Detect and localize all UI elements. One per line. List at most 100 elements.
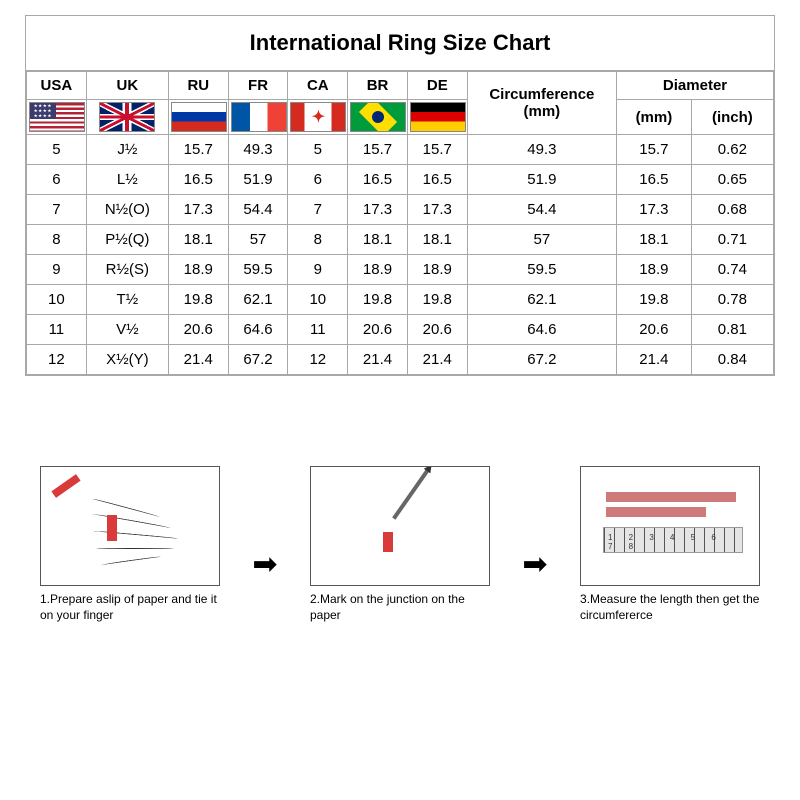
cell-br: 18.1 [348, 225, 408, 255]
cell-br: 16.5 [348, 165, 408, 195]
col-diam-in: (inch) [691, 100, 773, 135]
col-uk: UK [86, 72, 168, 100]
cell-circ: 64.6 [467, 315, 616, 345]
flag-ru [168, 100, 228, 135]
col-ca: CA [288, 72, 348, 100]
instruction-steps: 1.Prepare aslip of paper and tie it on y… [25, 466, 775, 623]
ca-flag-icon [290, 102, 346, 132]
cell-uk: X½(Y) [86, 345, 168, 375]
strip-bar-icon [606, 507, 706, 517]
de-flag-icon [410, 102, 466, 132]
table-row: 11V½20.664.61120.620.664.620.60.81 [27, 315, 774, 345]
strip-bar-icon [606, 492, 736, 502]
flag-br [348, 100, 408, 135]
header-row-1: USA UK RU FR CA BR DE Circumference (mm)… [27, 72, 774, 100]
cell-ru: 18.9 [168, 255, 228, 285]
step-3-illustration [580, 466, 760, 586]
cell-ru: 17.3 [168, 195, 228, 225]
cell-dmm: 17.3 [617, 195, 692, 225]
cell-usa: 10 [27, 285, 87, 315]
cell-ca: 7 [288, 195, 348, 225]
cell-din: 0.65 [691, 165, 773, 195]
size-table: USA UK RU FR CA BR DE Circumference (mm)… [26, 71, 774, 375]
col-usa: USA [27, 72, 87, 100]
cell-ru: 15.7 [168, 135, 228, 165]
flag-fr [228, 100, 288, 135]
cell-ca: 11 [288, 315, 348, 345]
cell-de: 16.5 [407, 165, 467, 195]
col-circumference: Circumference (mm) [467, 72, 616, 135]
cell-uk: P½(Q) [86, 225, 168, 255]
cell-din: 0.78 [691, 285, 773, 315]
step-2-caption: 2.Mark on the junction on the paper [310, 592, 490, 623]
col-br: BR [348, 72, 408, 100]
header-row-2: (mm) (inch) [27, 100, 774, 135]
step-2-illustration [310, 466, 490, 586]
step-3: 3.Measure the length then get the circum… [580, 466, 760, 623]
table-row: 5J½15.749.3515.715.749.315.70.62 [27, 135, 774, 165]
cell-br: 17.3 [348, 195, 408, 225]
flag-uk [86, 100, 168, 135]
cell-circ: 67.2 [467, 345, 616, 375]
col-diameter: Diameter [617, 72, 774, 100]
pencil-icon [392, 468, 430, 519]
col-de: DE [407, 72, 467, 100]
cell-ru: 21.4 [168, 345, 228, 375]
cell-ru: 20.6 [168, 315, 228, 345]
table-row: 6L½16.551.9616.516.551.916.50.65 [27, 165, 774, 195]
size-chart: International Ring Size Chart USA UK RU … [25, 15, 775, 376]
cell-usa: 8 [27, 225, 87, 255]
table-row: 9R½(S)18.959.5918.918.959.518.90.74 [27, 255, 774, 285]
cell-de: 21.4 [407, 345, 467, 375]
cell-fr: 57 [228, 225, 288, 255]
cell-de: 18.9 [407, 255, 467, 285]
cell-din: 0.68 [691, 195, 773, 225]
cell-uk: N½(O) [86, 195, 168, 225]
step-1-illustration [40, 466, 220, 586]
br-flag-icon [350, 102, 406, 132]
cell-uk: J½ [86, 135, 168, 165]
cell-circ: 49.3 [467, 135, 616, 165]
cell-usa: 7 [27, 195, 87, 225]
cell-circ: 59.5 [467, 255, 616, 285]
cell-fr: 62.1 [228, 285, 288, 315]
cell-ru: 18.1 [168, 225, 228, 255]
cell-br: 21.4 [348, 345, 408, 375]
paper-mark-icon [383, 532, 393, 552]
cell-br: 20.6 [348, 315, 408, 345]
arrow-icon: ➡ [522, 547, 547, 582]
cell-dmm: 18.1 [617, 225, 692, 255]
table-row: 12X½(Y)21.467.21221.421.467.221.40.84 [27, 345, 774, 375]
cell-usa: 6 [27, 165, 87, 195]
cell-din: 0.71 [691, 225, 773, 255]
cell-uk: L½ [86, 165, 168, 195]
cell-fr: 51.9 [228, 165, 288, 195]
cell-uk: R½(S) [86, 255, 168, 285]
step-1: 1.Prepare aslip of paper and tie it on y… [40, 466, 220, 623]
cell-usa: 9 [27, 255, 87, 285]
cell-fr: 67.2 [228, 345, 288, 375]
step-3-caption: 3.Measure the length then get the circum… [580, 592, 760, 623]
cell-circ: 54.4 [467, 195, 616, 225]
cell-ca: 10 [288, 285, 348, 315]
cell-din: 0.81 [691, 315, 773, 345]
paper-strip-icon [51, 474, 80, 498]
cell-dmm: 20.6 [617, 315, 692, 345]
cell-uk: T½ [86, 285, 168, 315]
cell-usa: 11 [27, 315, 87, 345]
cell-din: 0.74 [691, 255, 773, 285]
cell-de: 20.6 [407, 315, 467, 345]
uk-flag-icon [99, 102, 155, 132]
cell-de: 15.7 [407, 135, 467, 165]
table-row: 10T½19.862.11019.819.862.119.80.78 [27, 285, 774, 315]
cell-circ: 57 [467, 225, 616, 255]
cell-de: 18.1 [407, 225, 467, 255]
cell-uk: V½ [86, 315, 168, 345]
table-body: 5J½15.749.3515.715.749.315.70.626L½16.55… [27, 135, 774, 375]
cell-usa: 5 [27, 135, 87, 165]
arrow-icon: ➡ [252, 547, 277, 582]
col-ru: RU [168, 72, 228, 100]
step-1-caption: 1.Prepare aslip of paper and tie it on y… [40, 592, 220, 623]
cell-circ: 62.1 [467, 285, 616, 315]
cell-ca: 9 [288, 255, 348, 285]
